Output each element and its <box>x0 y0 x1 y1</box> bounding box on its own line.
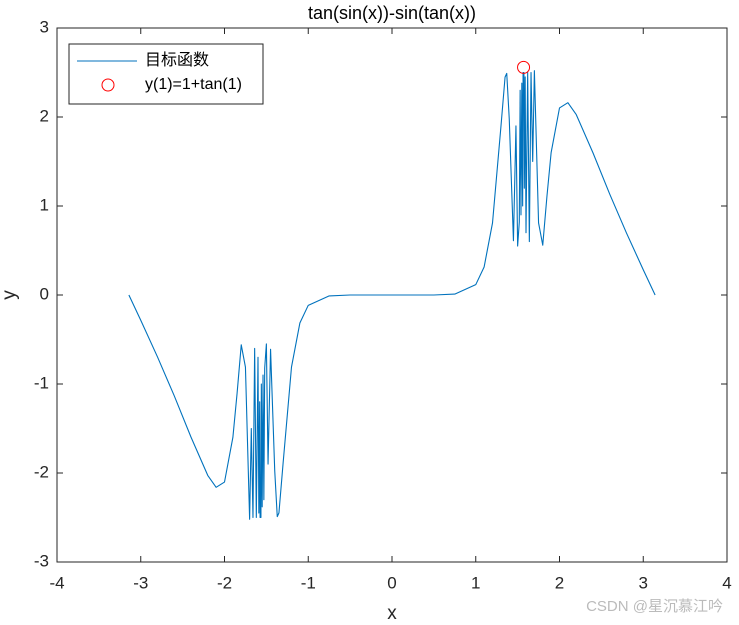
marker <box>517 60 531 74</box>
y-axis-label: y <box>0 290 20 300</box>
line <box>128 70 656 520</box>
x-tick-label: 1 <box>471 573 480 592</box>
legend-label: y(1)=1+tan(1) <box>145 76 242 93</box>
x-tick-label: 3 <box>639 573 648 592</box>
x-axis-label: x <box>387 603 397 624</box>
y-tick-label: -2 <box>34 462 49 481</box>
chart-title: tan(sin(x))-sin(tan(x)) <box>308 3 476 23</box>
x-tick-label: 2 <box>555 573 564 592</box>
axes-box <box>56 27 728 563</box>
legend-swatch <box>101 78 115 92</box>
x-tick-label: 4 <box>722 573 731 592</box>
y-tick-label: 2 <box>40 106 49 125</box>
y-tick-label: 0 <box>40 284 49 303</box>
x-tick-label: -1 <box>301 573 316 592</box>
legend-box <box>68 43 264 105</box>
legend-label: 目标函数 <box>145 51 209 69</box>
x-tick-label: 0 <box>387 573 396 592</box>
x-tick-label: -3 <box>133 573 148 592</box>
watermark: CSDN @星沉慕江吟 <box>586 598 723 615</box>
y-tick-label: 3 <box>40 17 49 36</box>
y-tick-label: 1 <box>40 195 49 214</box>
x-tick-label: -4 <box>49 573 64 592</box>
x-tick-label: -2 <box>217 573 232 592</box>
y-tick-label: -1 <box>34 373 49 392</box>
y-tick-label: -3 <box>34 551 49 570</box>
